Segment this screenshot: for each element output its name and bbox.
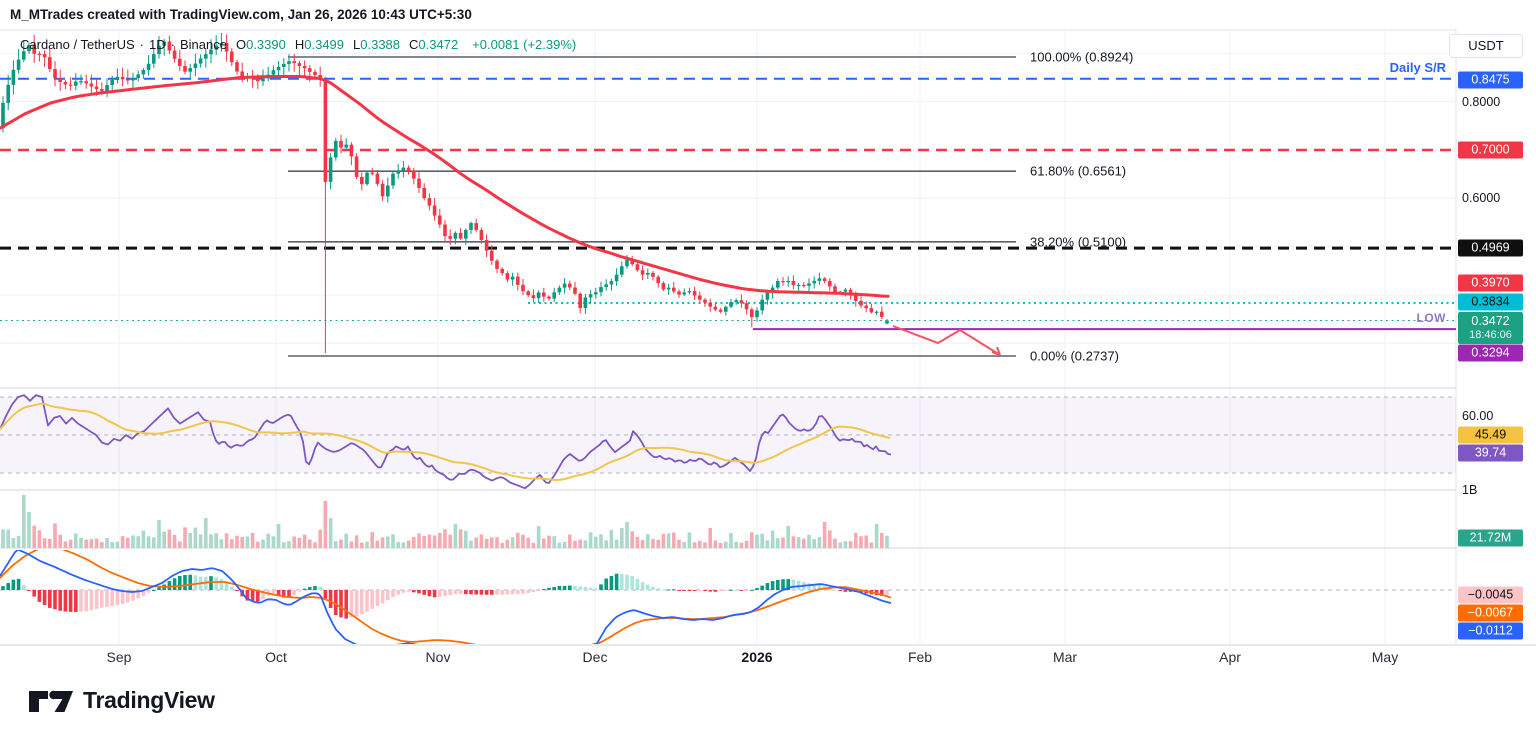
time-label-Feb: Feb (907, 649, 933, 665)
ohlc-value-O: 0.3390 (246, 37, 286, 52)
ohlc-label-L: L (353, 37, 361, 52)
axis-label: 1B (1462, 483, 1478, 497)
axis-badge-0.0045: −0.0045 (1458, 586, 1523, 604)
axis-badge-0.3472: 0.3472 18:46:06 (1458, 312, 1523, 344)
projection-arrow (892, 325, 1001, 356)
interval-label[interactable]: 1D (149, 37, 166, 52)
change-value: +0.0081 (+2.39%) (472, 37, 577, 52)
macd-lines (0, 550, 892, 644)
axis-badge-45.49: 45.49 (1458, 426, 1523, 444)
low-label: LOW (1416, 311, 1446, 325)
projection-arrowhead (991, 346, 1001, 356)
ohlc-value-C: 0.3472 (418, 37, 459, 52)
macd-histogram (1, 573, 889, 619)
time-label-Mar: Mar (1052, 649, 1078, 665)
symbol-legend[interactable]: Cardano / TetherUS · 1D · Binance O0.3390 H0.3… (20, 37, 576, 52)
attribution-text: M_MTrades created with TradingView.com, … (10, 7, 472, 22)
axis-badge-39.74: 39.74 (1458, 444, 1523, 462)
daily-sr-label: Daily S/R (1389, 60, 1446, 75)
time-label-Sep: Sep (106, 649, 132, 665)
countdown-timer: 18:46:06 (1469, 329, 1512, 341)
ohlc-label-O: O (235, 37, 247, 52)
axis-label: 60.00 (1462, 409, 1494, 423)
time-label-May: May (1371, 649, 1399, 665)
volume-bars (1, 495, 889, 548)
currency-toggle-button[interactable]: USDT (1449, 34, 1523, 58)
fib-label-38.20%: 38.20% (0.5100) (1030, 234, 1127, 250)
exchange-label: Binance (179, 37, 227, 52)
fib-label-61.80%: 61.80% (0.6561) (1030, 163, 1127, 179)
axis-label: 0.6000 (1462, 191, 1501, 205)
time-label-Dec: Dec (582, 649, 608, 665)
ohlc-label-H: H (294, 37, 305, 52)
axis-badge-0.3834: 0.3834 (1458, 293, 1523, 311)
axis-badge-0.0067: −0.0067 (1458, 604, 1523, 622)
axis-badge-21.72M: 21.72M (1458, 529, 1523, 547)
ohlc-value-L: 0.3388 (360, 37, 401, 52)
fib-label-0.00%: 0.00% (0.2737) (1030, 348, 1119, 364)
axis-badge-0.4969: 0.4969 (1458, 239, 1523, 257)
fib-label-100.00%: 100.00% (0.8924) (1030, 49, 1134, 65)
time-label-Oct: Oct (265, 649, 287, 665)
axis-badge-0.0112: −0.0112 (1458, 622, 1523, 640)
axis-badge-0.3294: 0.3294 (1458, 344, 1523, 362)
ohlc-value-H: 0.3499 (304, 37, 345, 52)
axis-label: 0.8000 (1462, 95, 1501, 109)
axis-badge-0.8475: 0.8475 (1458, 71, 1523, 89)
rsi-pane (0, 394, 892, 489)
candlesticks (1, 32, 889, 353)
attribution-bar: M_MTrades created with TradingView.com, … (10, 0, 472, 30)
tradingview-logo-icon (29, 690, 73, 712)
time-label-Nov: Nov (425, 649, 451, 665)
axis-badge-0.3970: 0.3970 (1458, 274, 1523, 292)
axis-badge-0.7000: 0.7000 (1458, 141, 1523, 159)
time-label-Apr: Apr (1219, 649, 1241, 665)
tradingview-footer: TradingView (26, 683, 215, 717)
legend-separator: · (170, 37, 175, 52)
ohlc-label-C: C (409, 37, 419, 52)
time-label-2026: 2026 (741, 649, 773, 665)
legend-separator: · (139, 37, 145, 52)
tradingview-brand-text: TradingView (83, 686, 215, 713)
symbol-title[interactable]: Cardano / TetherUS (20, 37, 135, 52)
